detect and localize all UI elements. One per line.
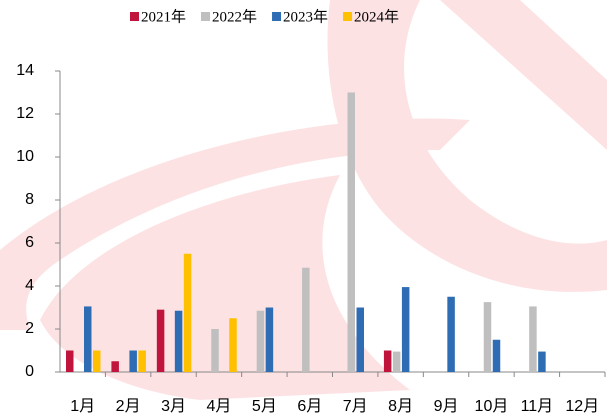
y-tick-label: 8	[25, 191, 34, 208]
bar	[302, 268, 310, 372]
bar	[257, 311, 265, 372]
chart: 2021年 2022年 2023年 2024年 0 2 4 6 8 10 12 14 1月 2月 3月 4月…	[0, 0, 607, 419]
bar	[211, 329, 219, 372]
x-tick-label: 1月	[70, 398, 95, 415]
watermark-swoosh	[440, 0, 607, 150]
bar	[138, 351, 146, 373]
bar	[357, 308, 365, 373]
legend-label: 2024年	[354, 8, 399, 25]
y-tick-label: 10	[16, 148, 34, 165]
bar	[175, 311, 183, 372]
bar	[266, 308, 274, 373]
bar	[384, 351, 392, 373]
legend: 2021年 2022年 2023年 2024年	[130, 8, 399, 25]
x-tick-label: 3月	[161, 398, 186, 415]
bar	[157, 310, 165, 372]
x-tick-label: 7月	[343, 398, 368, 415]
bar	[229, 318, 237, 372]
bar	[111, 361, 119, 372]
legend-label: 2021年	[141, 8, 186, 25]
x-tick-label: 12月	[565, 398, 599, 415]
x-tick-label: 11月	[521, 398, 554, 415]
legend-label: 2023年	[283, 8, 328, 25]
bar	[402, 287, 410, 372]
legend-label: 2022年	[212, 8, 257, 25]
legend-swatch	[272, 12, 281, 21]
x-tick-label: 9月	[434, 398, 459, 415]
x-tick-label: 4月	[207, 398, 232, 415]
legend-swatch	[130, 12, 139, 21]
x-tick-label: 8月	[388, 398, 413, 415]
x-tick-label: 6月	[297, 398, 322, 415]
y-tick-label: 12	[16, 105, 34, 122]
legend-swatch	[201, 12, 210, 21]
y-tick-label: 14	[16, 62, 34, 79]
legend-swatch	[343, 12, 352, 21]
y-tick-label: 0	[25, 363, 34, 380]
bar	[93, 351, 101, 373]
bar	[348, 93, 356, 373]
x-tick-label: 10月	[475, 398, 509, 415]
bar	[66, 351, 74, 373]
y-tick-label: 4	[25, 277, 34, 294]
bar	[538, 352, 546, 372]
bar	[484, 302, 492, 372]
x-tick-label: 2月	[116, 398, 141, 415]
bar	[184, 254, 192, 372]
bar	[84, 306, 92, 372]
bar	[393, 352, 401, 372]
x-tick-label: 5月	[252, 398, 277, 415]
y-tick-label: 2	[25, 320, 34, 337]
bar	[447, 297, 455, 372]
bar	[529, 306, 537, 372]
y-tick-label: 6	[25, 234, 34, 251]
bar	[129, 351, 137, 373]
bar	[493, 340, 501, 372]
